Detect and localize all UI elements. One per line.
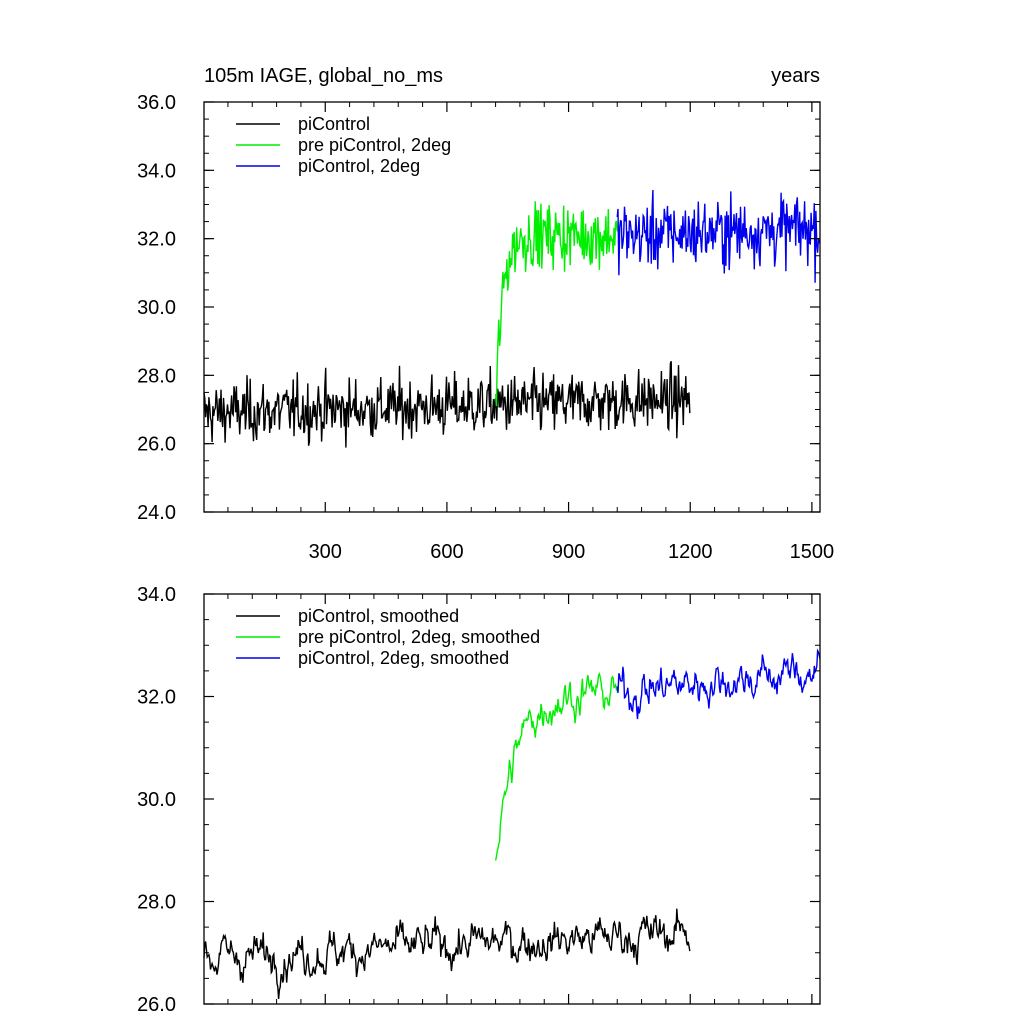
y-tick-label: 30.0 <box>137 297 176 319</box>
y-tick-label: 28.0 <box>137 892 176 914</box>
series-line-3 <box>616 189 821 283</box>
legend-label-3: piControl, 2deg <box>298 156 420 176</box>
y-tick-label: 34.0 <box>137 584 176 606</box>
x-tick-label: 1200 <box>668 541 713 563</box>
y-tick-label: 34.0 <box>137 160 176 182</box>
y-tick-label: 30.0 <box>137 789 176 811</box>
x-tick-label: 600 <box>430 541 463 563</box>
legend-label-2: pre piControl, 2deg, smoothed <box>298 627 540 647</box>
plot-title: 105m IAGE, global_no_ms <box>204 65 443 87</box>
series-line-1 <box>203 908 691 999</box>
y-tick-label: 36.0 <box>137 92 176 114</box>
bottom-plot-frame <box>203 593 821 1005</box>
y-tick-label: 26.0 <box>137 994 176 1016</box>
top-panel: 300 600 900 1200 1500 24.0 26.0 28.0 30.0 32.0 34.… <box>137 92 834 563</box>
y-tick-label: 32.0 <box>137 687 176 709</box>
units-label: years <box>771 65 820 87</box>
series-line-1 <box>203 360 691 448</box>
legend-label-3: piControl, 2deg, smoothed <box>298 648 509 668</box>
x-tick-label: 1500 <box>790 541 835 563</box>
y-tick-label: 26.0 <box>137 434 176 456</box>
x-tick-label: 300 <box>309 541 342 563</box>
x-tick-label: 900 <box>552 541 585 563</box>
bottom-panel: 26.0 28.0 30.0 32.0 34.0 piControl, smoothed… <box>137 584 821 1016</box>
legend-label-1: piControl <box>298 114 370 134</box>
y-tick-label: 24.0 <box>137 502 176 524</box>
legend-label-2: pre piControl, 2deg <box>298 135 451 155</box>
y-tick-label: 28.0 <box>137 365 176 387</box>
top-plot-frame <box>203 101 821 513</box>
series-line-2 <box>494 672 618 861</box>
series-line-2 <box>494 201 618 407</box>
y-tick-label: 32.0 <box>137 229 176 251</box>
series-line-3 <box>616 648 821 720</box>
legend-label-1: piControl, smoothed <box>298 606 459 626</box>
